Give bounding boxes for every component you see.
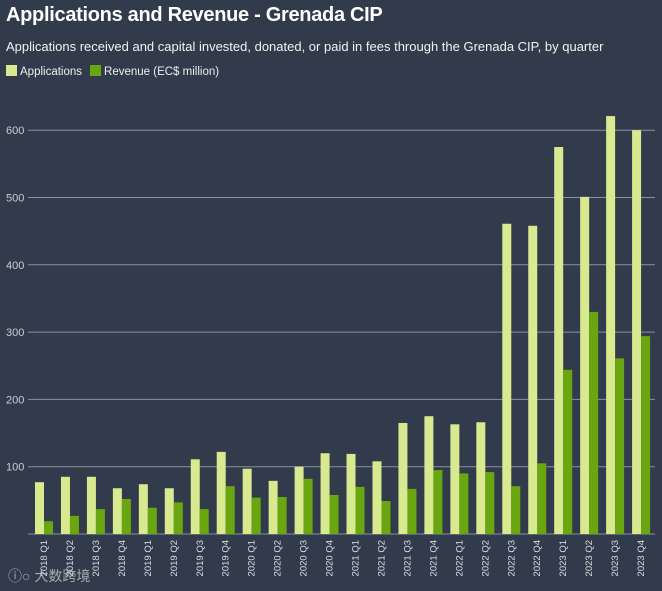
bar-revenue: [251, 497, 261, 534]
x-tick-label: 2022 Q1: [454, 540, 465, 576]
watermark-logo: ⓘ○ 大数跨境: [8, 568, 91, 584]
x-tick-label: 2018 Q3: [91, 540, 102, 576]
legend-swatch-applications: [6, 65, 17, 76]
bar-applications: [112, 488, 122, 534]
x-tick-label: 2019 Q4: [221, 540, 232, 576]
bar-revenue: [44, 521, 53, 534]
x-tick-label: 2019 Q1: [143, 540, 154, 576]
x-tick-label: 2020 Q4: [325, 540, 336, 576]
bar-applications: [320, 453, 330, 534]
x-tick-label: 2023 Q4: [636, 540, 647, 576]
y-tick-label: 200: [6, 394, 24, 406]
x-tick-label: 2019 Q2: [169, 540, 180, 576]
x-tick-label: 2023 Q2: [584, 540, 595, 576]
bar-applications: [138, 484, 148, 534]
bar-applications: [580, 196, 590, 534]
bar-revenue: [537, 463, 547, 534]
x-tick-label: 2023 Q3: [610, 540, 621, 576]
bar-revenue: [511, 486, 521, 534]
x-tick-label: 2020 Q3: [299, 540, 310, 576]
bar-revenue: [355, 486, 365, 534]
legend-item-applications[interactable]: Applications: [6, 65, 82, 78]
x-tick-label: 2018 Q2: [65, 540, 76, 576]
bar-revenue: [95, 509, 105, 534]
bar-applications: [216, 451, 226, 534]
x-tick-label: 2020 Q1: [247, 540, 258, 576]
x-tick-label: 2021 Q4: [428, 540, 439, 576]
bar-applications: [60, 476, 70, 534]
y-tick-label: 100: [6, 462, 24, 474]
y-tick-label: 500: [6, 193, 24, 205]
bar-applications: [164, 488, 174, 534]
bar-applications: [190, 459, 200, 534]
bar-applications: [86, 476, 96, 534]
bar-applications: [554, 147, 564, 534]
legend-label: Applications: [20, 66, 83, 78]
watermark-text: 大数跨境: [34, 568, 91, 584]
bar-revenue: [485, 472, 495, 534]
bar-applications: [294, 466, 304, 534]
y-tick-label: 400: [6, 260, 24, 272]
bar-applications: [35, 482, 44, 534]
bar-applications: [346, 453, 356, 534]
x-tick-label: 2018 Q1: [39, 540, 50, 576]
x-tick-label: 2019 Q3: [195, 540, 206, 576]
y-tick-label: 300: [6, 327, 24, 339]
bar-revenue: [329, 494, 339, 534]
bar-applications: [398, 422, 408, 534]
bar-revenue: [641, 336, 651, 534]
bar-revenue: [121, 499, 131, 534]
x-tick-label: 2021 Q2: [376, 540, 387, 576]
bar-revenue: [459, 473, 469, 534]
bar-revenue: [433, 470, 443, 534]
chart-title: Applications and Revenue - Grenada CIP: [6, 4, 383, 26]
bar-revenue: [589, 311, 599, 534]
y-tick-label: 600: [6, 125, 24, 137]
x-tick-label: 2020 Q2: [273, 540, 284, 576]
bar-revenue: [563, 369, 573, 534]
bar-revenue: [277, 496, 287, 534]
bar-revenue: [303, 478, 313, 534]
bar-applications: [372, 461, 382, 534]
legend-item-revenue[interactable]: Revenue (EC$ million): [90, 65, 219, 78]
x-tick-label: 2018 Q4: [117, 540, 128, 576]
bar-applications: [632, 130, 642, 534]
bar-applications: [528, 225, 538, 535]
bar-revenue: [381, 501, 391, 534]
bar-revenue: [615, 358, 625, 534]
x-tick-label: 2021 Q3: [402, 540, 413, 576]
bar-revenue: [407, 488, 417, 534]
legend-swatch-revenue: [90, 65, 102, 76]
x-tick-label: 2022 Q2: [480, 540, 491, 576]
bar-revenue: [199, 509, 209, 534]
bar-applications: [268, 480, 278, 534]
bar-applications: [424, 416, 434, 534]
bar-applications: [450, 424, 460, 534]
x-tick-label: 2023 Q1: [558, 540, 569, 576]
legend: Applications Revenue (EC$ million): [6, 65, 219, 78]
x-tick-label: 2022 Q4: [532, 540, 543, 576]
bar-revenue: [225, 486, 235, 534]
bar-revenue: [173, 502, 183, 534]
chart-subtitle: Applications received and capital invest…: [6, 39, 604, 54]
bar-revenue: [69, 515, 79, 534]
bar-applications: [242, 468, 252, 534]
bar-applications: [476, 422, 486, 534]
bar-applications: [502, 223, 512, 534]
bar-revenue: [147, 507, 157, 534]
legend-label: Revenue (EC$ million): [104, 66, 220, 78]
bar-applications: [606, 116, 616, 534]
x-tick-label: 2022 Q3: [506, 540, 517, 576]
x-tick-label: 2021 Q1: [351, 540, 362, 576]
